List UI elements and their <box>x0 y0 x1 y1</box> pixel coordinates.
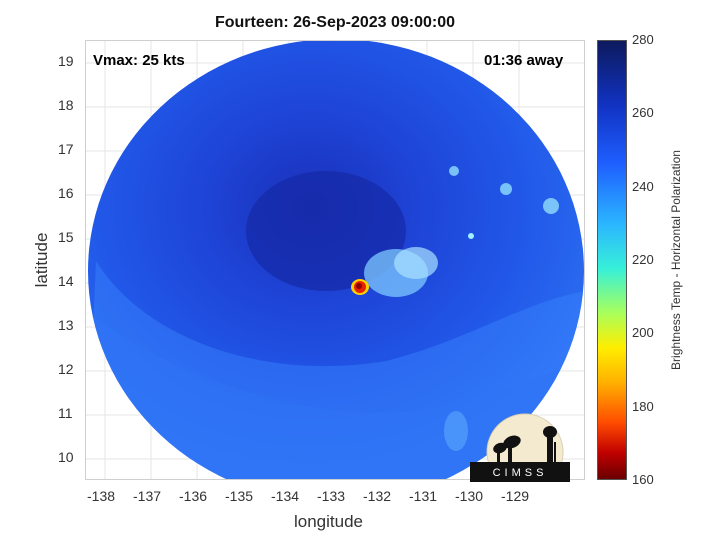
x-tick-label: -135 <box>225 488 254 504</box>
y-tick-label: 19 <box>58 53 74 69</box>
map-title: Fourteen: 26-Sep-2023 09:00:00 <box>214 14 456 31</box>
colorbar-tick-label: 280 <box>632 32 654 47</box>
x-tick-label: -137 <box>133 488 162 504</box>
x-tick-label: -132 <box>363 488 392 504</box>
x-axis-label: longitude <box>294 512 364 531</box>
y-tick-label: 13 <box>58 317 74 333</box>
colorbar-tick-label: 240 <box>632 179 654 194</box>
y-tick-label: 17 <box>58 141 74 157</box>
x-tick-label: -138 <box>87 488 116 504</box>
cimss-logo: CIMSS <box>470 413 570 482</box>
colorbar-tick-label: 260 <box>632 105 654 120</box>
x-tick-label: -133 <box>317 488 346 504</box>
time-away-label: 01:36 away <box>484 52 564 69</box>
colorbar-tick-label: 220 <box>632 252 654 267</box>
x-tick-label: -129 <box>501 488 530 504</box>
y-tick-label: 14 <box>58 273 74 289</box>
x-tick-label: -130 <box>455 488 484 504</box>
map-plot-area[interactable] <box>85 40 585 480</box>
x-tick-label: -134 <box>271 488 300 504</box>
colorbar <box>597 40 627 480</box>
y-tick-label: 15 <box>58 229 74 245</box>
colorbar-tick-label: 180 <box>632 399 654 414</box>
brightness-temp-map <box>86 41 584 479</box>
y-tick-label: 16 <box>58 185 74 201</box>
colorbar-tick-label: 160 <box>632 472 654 487</box>
y-tick-label: 18 <box>58 97 74 113</box>
y-axis-label: latitude <box>32 232 51 288</box>
colorbar-label: Brightness Temp - Horizontal Polarizatio… <box>669 150 683 370</box>
y-tick-label: 12 <box>58 361 74 377</box>
colorbar-tick-label: 200 <box>632 325 654 340</box>
y-tick-label: 10 <box>58 449 74 465</box>
vmax-label: Vmax: 25 kts <box>93 52 185 69</box>
logo-text: CIMSS <box>493 467 548 479</box>
x-tick-label: -136 <box>179 488 208 504</box>
y-tick-label: 11 <box>58 405 73 421</box>
x-tick-label: -131 <box>409 488 438 504</box>
